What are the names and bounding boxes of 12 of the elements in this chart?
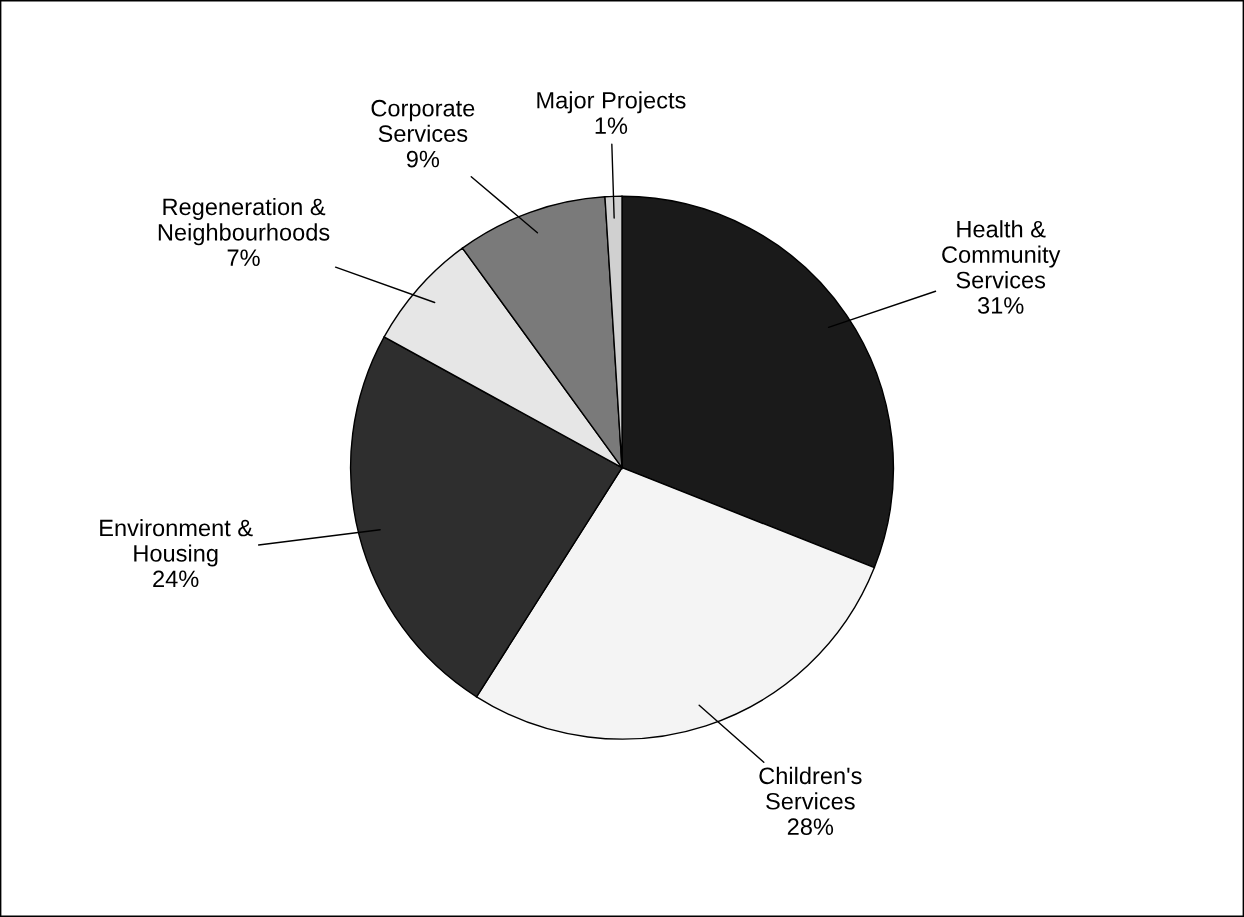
data-label: 1% xyxy=(595,117,628,134)
data-label: 24% xyxy=(153,570,199,588)
slice-label: Health & Community Services xyxy=(942,220,1061,289)
slice-label: Children's Services xyxy=(759,766,862,810)
data-label: 28% xyxy=(787,818,834,836)
slice-label: Corporate Services xyxy=(371,99,475,143)
data-label: 7% xyxy=(227,249,260,266)
data-label: 9% xyxy=(406,150,440,168)
data-label: 31% xyxy=(977,297,1024,314)
slice-label: Major Projects xyxy=(537,91,686,114)
slice-label: Environment & Housing xyxy=(100,518,253,567)
slice-label: Regeneration & Neighbourhoods xyxy=(158,197,330,246)
